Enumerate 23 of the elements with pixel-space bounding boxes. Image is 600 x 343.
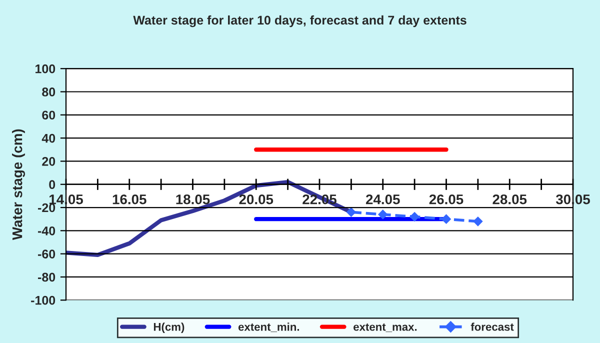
y-tick-label: 60 xyxy=(42,110,56,120)
legend-label: forecast xyxy=(470,322,514,331)
legend-label: extent_min. xyxy=(238,322,300,332)
y-axis-title: Water stage (cm) xyxy=(12,129,26,240)
y-tick-label: -100 xyxy=(31,296,56,305)
y-tick-label: 0 xyxy=(49,180,56,190)
chart-title: Water stage for later 10 days, forecast and 7 day extents xyxy=(133,15,466,28)
x-tick-label: 24.05 xyxy=(366,194,400,204)
x-tick-label: 18.05 xyxy=(176,194,210,204)
y-tick-label: -60 xyxy=(38,250,56,258)
legend-label: extent_max. xyxy=(354,323,417,332)
y-tick-label: -40 xyxy=(38,226,56,236)
y-tick-label: -20 xyxy=(38,203,56,212)
y-tick-label: 80 xyxy=(42,88,56,96)
x-tick-label: 20.05 xyxy=(239,194,274,204)
y-tick-label: -80 xyxy=(38,272,56,282)
y-tick-label: 100 xyxy=(36,64,56,74)
x-tick-label: 28.05 xyxy=(492,194,527,204)
x-tick-label: 26.05 xyxy=(429,194,464,204)
y-tick-label: 40 xyxy=(42,134,56,143)
x-tick-label: 16.05 xyxy=(112,194,146,204)
legend-label: H(cm) xyxy=(154,322,184,333)
y-tick-label: 20 xyxy=(42,157,56,166)
